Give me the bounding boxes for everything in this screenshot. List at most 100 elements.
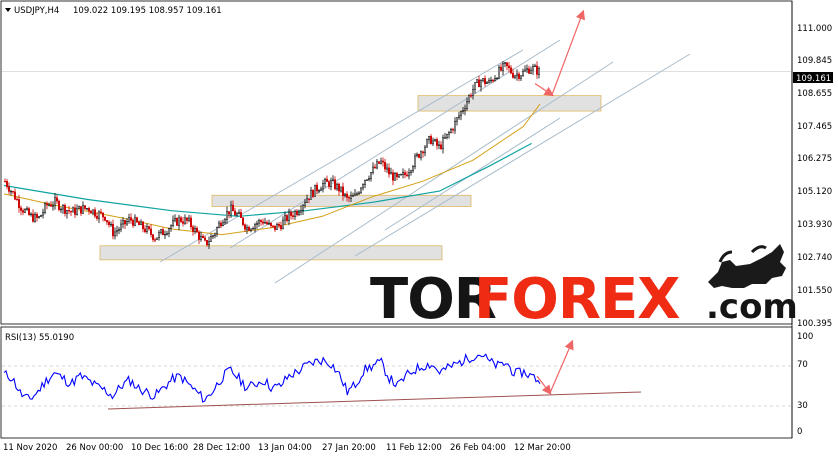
candle-body <box>114 231 116 237</box>
y-tick-label: 102.740 <box>797 253 832 263</box>
logo-text-forex: FOREX <box>474 267 680 332</box>
support-zone <box>417 95 602 112</box>
candle-body <box>374 166 376 169</box>
candle-body <box>506 62 508 67</box>
candle-body <box>400 174 402 176</box>
candle-body <box>134 217 136 226</box>
candle-body <box>60 208 62 211</box>
candle-body <box>172 219 174 226</box>
rsi-tick-label: 30 <box>797 401 808 411</box>
candle-body <box>68 210 70 212</box>
candle-body <box>410 170 412 173</box>
candle-body <box>102 212 104 218</box>
y-tick-label: 105.120 <box>797 187 832 197</box>
logo-text-com: .com <box>706 287 798 327</box>
candlesticks <box>4 61 540 249</box>
candle-body <box>360 187 362 194</box>
candle-body <box>366 179 368 181</box>
candle-body <box>448 132 450 135</box>
bull-horn-icon <box>718 245 767 263</box>
candle-body <box>478 79 480 88</box>
candle-body <box>480 80 482 88</box>
candle-body <box>348 197 350 199</box>
candle-body <box>138 221 140 226</box>
candle-body <box>340 186 342 192</box>
candle-body <box>166 233 168 235</box>
candle-body <box>416 153 418 157</box>
candle-body <box>362 184 364 189</box>
candle-body <box>394 173 396 181</box>
candle-body <box>212 235 214 237</box>
candle-body <box>378 161 380 164</box>
candle-body <box>466 101 468 109</box>
candle-body <box>452 129 454 131</box>
candle-body <box>408 172 410 177</box>
candle-body <box>174 218 176 221</box>
symbol-dropdown-icon[interactable] <box>5 8 11 12</box>
candle-body <box>78 206 80 210</box>
rsi-line <box>3 353 541 403</box>
logo-text-tor: TOR <box>370 267 496 332</box>
candle-body <box>238 212 240 214</box>
y-tick-label: 107.465 <box>797 122 832 132</box>
candle-body <box>306 198 308 203</box>
candle-body <box>6 181 8 188</box>
candle-body <box>162 229 164 236</box>
candle-body <box>484 78 486 84</box>
candle-body <box>30 213 32 216</box>
candle-body <box>290 211 292 216</box>
candle-body <box>296 210 298 216</box>
candle-body <box>282 219 284 230</box>
candle-body <box>148 226 150 230</box>
candle-body <box>226 211 228 220</box>
candle-body <box>382 160 384 163</box>
candle-body <box>396 173 398 178</box>
candle-body <box>206 240 208 246</box>
candle-body <box>444 137 446 139</box>
candle-body <box>236 213 238 216</box>
candle-body <box>398 174 400 178</box>
candle-body <box>376 161 378 169</box>
candle-body <box>146 226 148 233</box>
candle-body <box>258 220 260 224</box>
candle-body <box>70 210 72 213</box>
candle-body <box>254 224 256 229</box>
candle-body <box>96 215 98 219</box>
symbol-label: USDJPY,H4 <box>14 6 59 16</box>
candle-body <box>80 206 82 214</box>
y-tick-label: 103.930 <box>797 220 832 230</box>
candle-body <box>136 217 138 223</box>
support-zones <box>99 95 602 261</box>
candle-body <box>298 211 300 216</box>
candle-body <box>414 155 416 167</box>
candle-body <box>496 77 498 80</box>
candle-body <box>4 180 6 183</box>
candle-body <box>108 221 110 225</box>
candle-body <box>530 69 532 74</box>
candle-body <box>208 241 210 246</box>
candle-body <box>34 213 36 222</box>
candle-body <box>18 199 20 209</box>
candle-body <box>46 203 48 206</box>
candle-body <box>384 161 386 170</box>
candle-body <box>188 217 190 221</box>
rsi-tick-label: 0 <box>797 427 802 437</box>
candle-body <box>150 228 152 235</box>
candle-body <box>518 73 520 79</box>
candle-body <box>456 117 458 122</box>
candle-body <box>280 225 282 230</box>
candle-body <box>426 139 428 148</box>
rsi-trendline <box>107 391 642 410</box>
candle-body <box>28 208 30 216</box>
rsi-tick-label: 70 <box>797 360 808 370</box>
candle-body <box>308 198 310 200</box>
forecast-arrows <box>534 9 585 395</box>
x-tick-label: 12 Mar 20:00 <box>514 443 571 453</box>
candle-body <box>458 115 460 119</box>
candle-body <box>200 235 202 240</box>
candle-body <box>234 210 236 216</box>
y-tick-label: 101.550 <box>797 286 832 296</box>
candle-body <box>62 205 64 210</box>
candle-body <box>38 216 40 218</box>
rsi-label: RSI(13) 55.0190 <box>5 333 74 343</box>
